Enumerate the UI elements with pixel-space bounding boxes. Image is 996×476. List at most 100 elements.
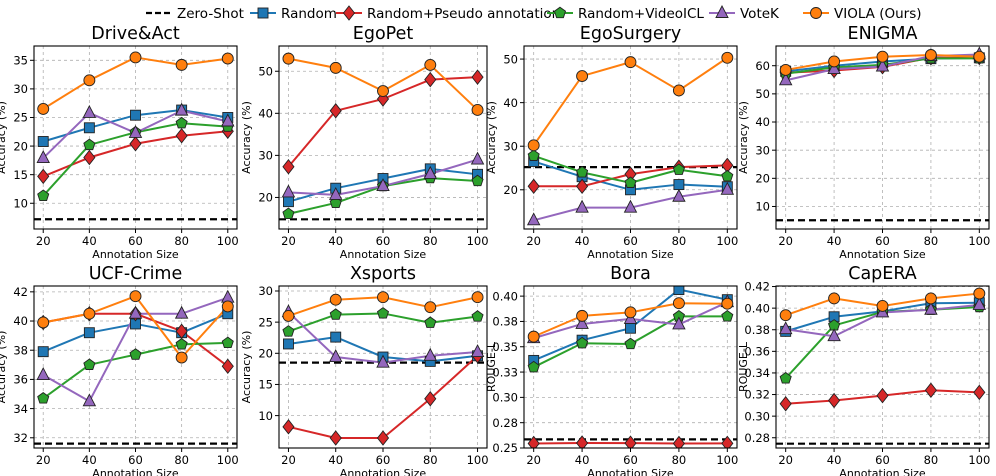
x-axis-label: Annotation Size — [340, 467, 427, 476]
point-viola-ours — [624, 56, 637, 69]
x-tick-label: 100 — [968, 453, 990, 467]
y-tick-label: 20 — [258, 346, 273, 360]
y-tick-label: 25 — [13, 111, 28, 125]
point-viola-ours — [973, 287, 986, 300]
panel-title: Drive&Act — [91, 24, 180, 44]
data-layer — [776, 46, 989, 222]
point-viola-ours — [424, 301, 437, 314]
point-votek — [827, 328, 841, 342]
point-votek — [281, 184, 296, 198]
y-tick-label: 0.42 — [744, 280, 770, 294]
x-tick-label: 40 — [82, 453, 97, 467]
panel-enigma: ENIGMA 10 20 30 40 50 60 Accuracy (%) 20 40 60 80 10… — [737, 24, 990, 261]
legend-marker-circle — [810, 7, 822, 19]
x-axis: 20 40 60 80 100 Annotation Size — [36, 448, 239, 476]
panel-title: Bora — [610, 264, 651, 284]
point-random-pseudo-annotation — [828, 392, 841, 409]
x-tick-label: 60 — [623, 453, 638, 467]
point-random-pseudo-annotation — [221, 358, 234, 374]
y-tick-label: 36 — [13, 373, 28, 387]
point-random-pseudo-annotation — [329, 103, 342, 119]
point-votek — [470, 151, 485, 165]
point-votek — [972, 296, 987, 310]
legend-marker-triangle — [715, 5, 729, 18]
panel-title: EgoSurgery — [580, 24, 681, 44]
panel-title: ENIGMA — [848, 24, 918, 44]
y-tick-label: 50 — [755, 87, 770, 101]
point-random-pseudo-annotation — [329, 430, 342, 446]
point-random-videoicl — [37, 392, 50, 404]
y-tick-label: 34 — [13, 402, 28, 416]
y-axis-label: Accuracy (%) — [0, 331, 8, 404]
point-random-videoicl — [576, 166, 589, 178]
x-tick-label: 100 — [716, 453, 738, 467]
point-votek — [128, 124, 143, 138]
point-random-pseudo-annotation — [175, 128, 188, 144]
point-viola-ours — [828, 292, 841, 305]
x-tick-label: 20 — [281, 453, 296, 467]
x-tick-label: 40 — [328, 234, 343, 248]
y-tick-label: 30 — [755, 143, 770, 157]
x-tick-label: 40 — [575, 453, 590, 467]
point-viola-ours — [175, 351, 188, 364]
legend-label: Random+Pseudo annotation — [367, 6, 560, 22]
legend-label: Random+VideoICL — [578, 6, 704, 22]
point-viola-ours — [576, 70, 589, 83]
point-votek — [423, 347, 438, 361]
point-random-videoicl — [175, 338, 188, 350]
point-random-pseudo-annotation — [924, 382, 937, 398]
point-random-videoicl — [471, 174, 484, 187]
y-axis: 10 20 30 40 50 60 Accuracy (%) — [737, 59, 776, 214]
x-tick-label: 80 — [672, 234, 687, 248]
y-tick-label: 0.32 — [744, 388, 770, 402]
y-axis-label: Accuracy (%) — [240, 101, 253, 174]
point-random-pseudo-annotation — [471, 69, 484, 85]
point-random — [283, 196, 294, 208]
point-random-videoicl — [221, 336, 234, 349]
x-tick-label: 60 — [376, 453, 391, 467]
y-tick-label: 25 — [258, 315, 273, 329]
y-axis: 32 34 36 38 40 42 Accuracy (%) — [0, 285, 34, 445]
x-axis-label: Annotation Size — [587, 467, 674, 476]
point-random — [625, 322, 636, 334]
point-random-pseudo-annotation — [624, 435, 637, 448]
y-tick-label: 0.38 — [744, 323, 770, 337]
y-tick-label: 20 — [13, 139, 28, 153]
panel-bora: Bora 0.25 0.28 0.30 0.33 0.35 0.38 0.40 ROUGE-L 2… — [485, 264, 738, 476]
point-random — [83, 327, 95, 339]
x-tick-label: 20 — [526, 234, 541, 248]
point-random-pseudo-annotation — [576, 178, 589, 195]
y-tick-label: 32 — [13, 431, 28, 445]
legend-marker-diamond — [342, 5, 356, 21]
point-votek — [174, 305, 189, 319]
plot-frame — [278, 45, 488, 230]
point-votek — [221, 113, 235, 127]
point-viola-ours — [576, 309, 589, 322]
y-tick-label: 20 — [755, 172, 770, 186]
point-viola-ours — [471, 291, 484, 304]
point-viola-ours — [221, 300, 234, 313]
point-votek — [575, 199, 589, 213]
legend-item-random-videoicl: Random+VideoICL — [547, 6, 704, 22]
y-tick-label: 0.28 — [744, 431, 770, 445]
point-random-videoicl — [83, 358, 96, 370]
x-axis-label: Annotation Size — [340, 248, 427, 261]
point-viola-ours — [37, 102, 50, 115]
point-random-pseudo-annotation — [973, 384, 986, 401]
point-random-videoicl — [624, 337, 637, 350]
point-random — [83, 122, 95, 134]
legend: Zero-Shot Random Random+Pseudo annotation R… — [146, 5, 922, 22]
panel-title: CapERA — [848, 264, 917, 284]
y-tick-label: 0.28 — [492, 416, 518, 430]
point-votek — [376, 354, 390, 368]
x-axis-label: Annotation Size — [92, 467, 179, 476]
y-axis-label: Accuracy (%) — [0, 101, 8, 174]
point-votek — [470, 344, 485, 357]
y-tick-label: 50 — [258, 64, 273, 78]
panel-title: EgoPet — [353, 24, 414, 44]
x-tick-label: 20 — [36, 453, 51, 467]
y-tick-label: 30 — [258, 149, 273, 163]
x-axis-label: Annotation Size — [92, 248, 179, 261]
x-axis: 20 40 60 80 100 Annotation Size — [36, 229, 239, 261]
